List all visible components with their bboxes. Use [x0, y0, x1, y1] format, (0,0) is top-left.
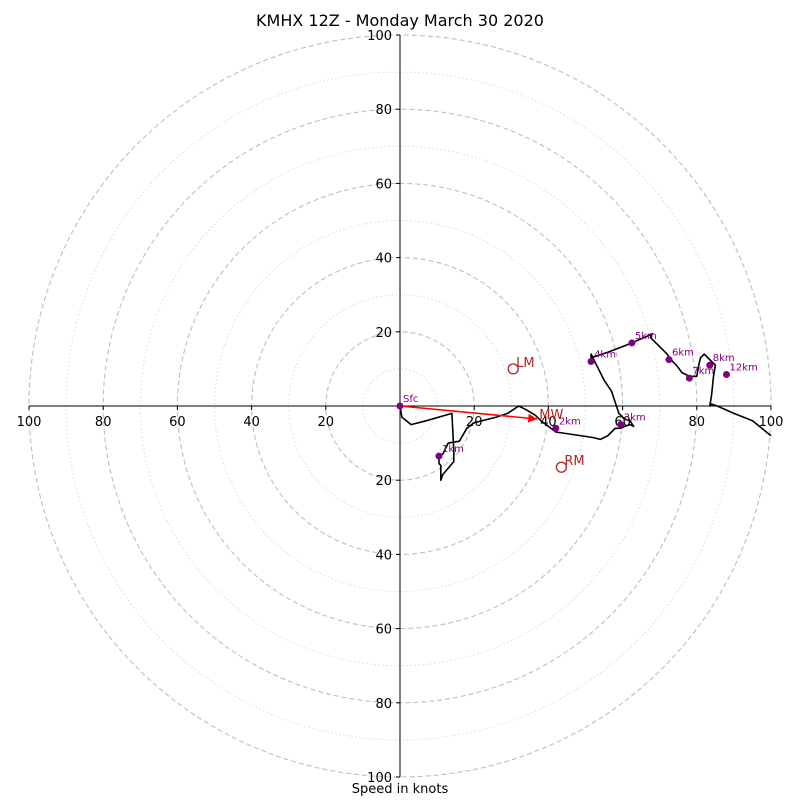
x-tick-label: 100 [759, 415, 784, 430]
y-tick-label: 40 [375, 548, 392, 563]
height-marker-label: 1km [442, 444, 464, 455]
height-marker [665, 356, 673, 364]
storm-motion-marker [507, 363, 519, 375]
storm-motion-marker [555, 461, 568, 473]
height-marker [552, 424, 560, 432]
y-tick-label: 100 [367, 771, 392, 786]
x-tick-label: 20 [318, 415, 335, 430]
shear-vector [399, 405, 538, 420]
height-marker [685, 374, 693, 382]
x-tick-label: 40 [243, 415, 260, 430]
y-tick-label: 60 [375, 623, 392, 638]
y-tick-label: 40 [375, 252, 392, 267]
x-tick-label: 60 [169, 415, 186, 430]
height-marker [706, 361, 714, 369]
height-marker [628, 339, 636, 347]
mean-wind-label: MW [539, 408, 563, 423]
y-tick-label: 80 [375, 103, 392, 118]
y-tick-label: 20 [375, 474, 392, 489]
height-marker-label: 8km [713, 353, 735, 364]
height-marker-label: 2km [559, 416, 581, 427]
height-marker [587, 357, 595, 365]
height-marker-label: 12km [729, 362, 757, 373]
shear-vector-arrowhead [527, 413, 538, 423]
y-tick-label: 60 [375, 177, 392, 192]
height-marker [722, 370, 730, 378]
height-marker-label: Sfc [403, 394, 418, 405]
height-marker [396, 402, 404, 410]
x-tick-label: 80 [689, 415, 706, 430]
y-tick-label: 20 [375, 326, 392, 341]
x-axis-label: Speed in knots [351, 782, 449, 797]
height-marker-label: 4km [594, 349, 616, 360]
chart-title: KMHX 12Z - Monday March 30 2020 [256, 11, 544, 30]
y-tick-label: 80 [375, 697, 392, 712]
height-marker [435, 452, 443, 460]
height-marker-label: 5km [635, 331, 657, 342]
storm-motion-label: RM [564, 454, 584, 469]
height-marker [617, 421, 625, 429]
x-tick-label: 40 [540, 415, 557, 430]
height-marker-label: 6km [672, 348, 694, 359]
height-marker-label: 7km [692, 366, 714, 377]
x-tick-label: 80 [95, 415, 112, 430]
x-tick-label: 100 [17, 415, 42, 430]
storm-motion-label: LM [516, 356, 534, 371]
height-marker-label: 3km [624, 413, 646, 424]
y-tick-label: 100 [367, 29, 392, 44]
